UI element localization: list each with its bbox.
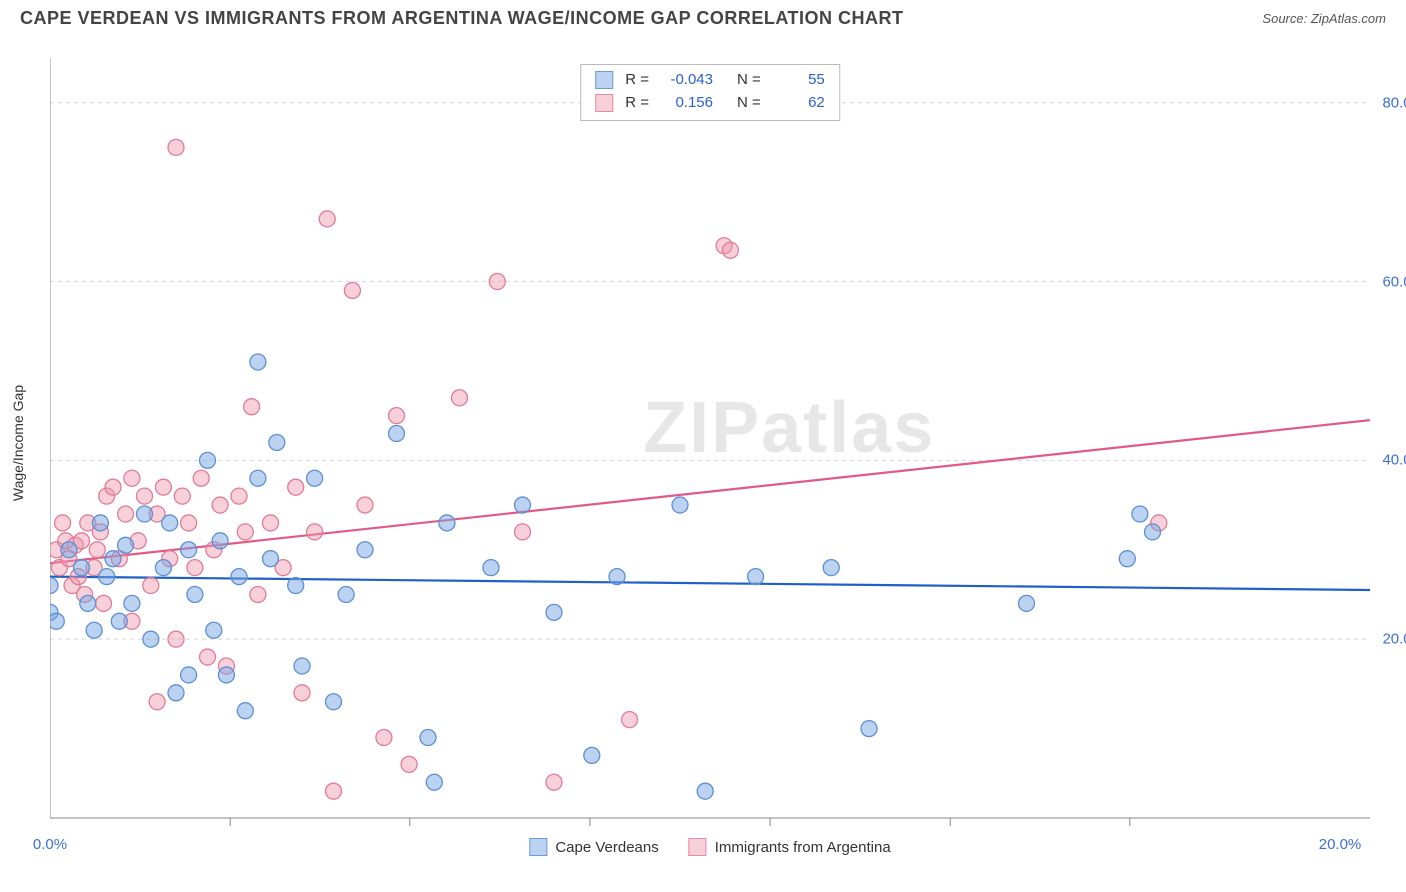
y-tick-label: 60.0% [1382,273,1406,290]
n-label: N = [737,69,761,92]
n-label: N = [737,92,761,115]
y-tick-label: 20.0% [1382,631,1406,648]
legend-item-blue: Cape Verdeans [529,838,658,856]
swatch-pink-icon [595,94,613,112]
r-label: R = [625,92,649,115]
x-tick-label: 0.0% [33,836,67,853]
swatch-blue-icon [529,838,547,856]
stats-legend: R = -0.043 N = 55 R = 0.156 N = 62 [580,64,840,121]
swatch-blue-icon [595,71,613,89]
source-label: Source: [1262,11,1307,26]
swatch-pink-icon [689,838,707,856]
r-value-pink: 0.156 [659,92,713,115]
legend-label-pink: Immigrants from Argentina [715,839,891,856]
y-axis-label: Wage/Income Gap [10,385,26,501]
chart-title: CAPE VERDEAN VS IMMIGRANTS FROM ARGENTIN… [20,8,904,29]
y-tick-label: 40.0% [1382,452,1406,469]
n-value-pink: 62 [771,92,825,115]
y-tick-label: 80.0% [1382,94,1406,111]
stats-row-blue: R = -0.043 N = 55 [595,69,825,92]
bottom-legend: Cape Verdeans Immigrants from Argentina [529,838,890,856]
x-tick-label: 20.0% [1319,836,1362,853]
legend-label-blue: Cape Verdeans [555,839,658,856]
source-credit: Source: ZipAtlas.com [1262,11,1386,26]
r-label: R = [625,69,649,92]
scatter-plot [50,58,1370,828]
r-value-blue: -0.043 [659,69,713,92]
stats-row-pink: R = 0.156 N = 62 [595,92,825,115]
legend-item-pink: Immigrants from Argentina [689,838,891,856]
title-bar: CAPE VERDEAN VS IMMIGRANTS FROM ARGENTIN… [0,0,1406,29]
n-value-blue: 55 [771,69,825,92]
source-name: ZipAtlas.com [1311,11,1386,26]
chart-area: Wage/Income Gap ZIPatlas R = -0.043 N = … [50,58,1370,828]
